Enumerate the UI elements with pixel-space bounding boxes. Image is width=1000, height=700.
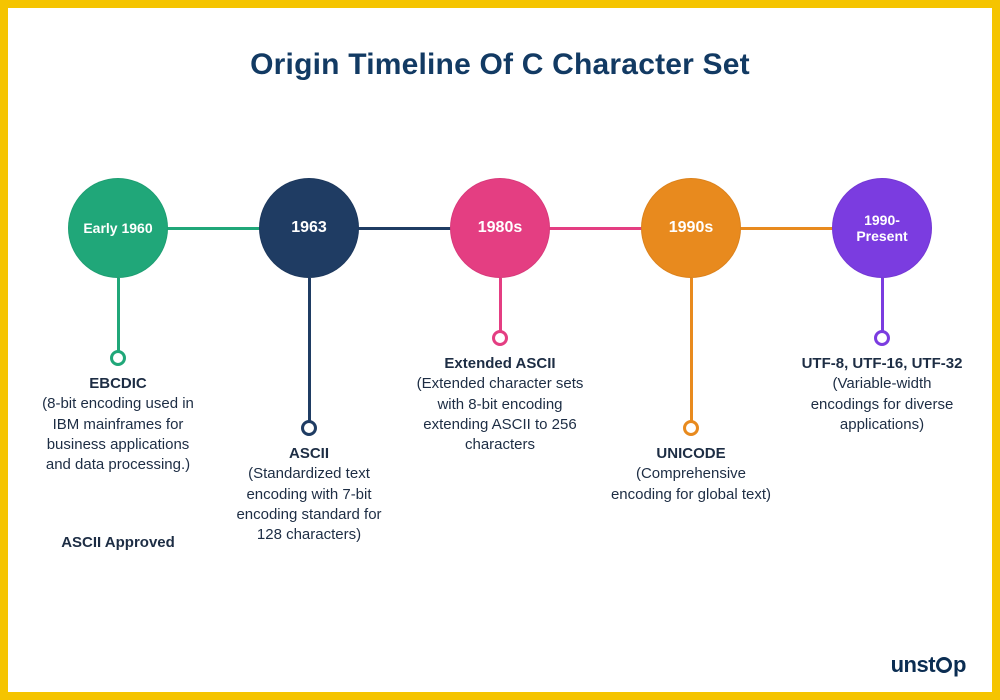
- timeline-desc: ASCII(Standardized text encoding with 7-…: [224, 444, 394, 545]
- timeline-ring-icon: [492, 330, 508, 346]
- logo-text-left: unst: [891, 652, 935, 677]
- timeline-ring-icon: [683, 420, 699, 436]
- timeline-desc-title: EBCDIC: [89, 374, 147, 394]
- timeline: Early 1960EBCDIC(8-bit encoding used in …: [68, 178, 932, 632]
- timeline-extra: ASCII Approved: [33, 534, 203, 551]
- timeline-node: Early 1960: [68, 178, 168, 278]
- timeline-desc-body: (Standardized text encoding with 7-bit e…: [236, 465, 381, 543]
- timeline-node-year: 1980s: [470, 219, 531, 237]
- timeline-desc: Extended ASCII(Extended character sets w…: [415, 354, 585, 455]
- timeline-desc-title: UNICODE: [656, 444, 725, 464]
- logo-o-icon: [936, 657, 952, 673]
- timeline-desc-title: UTF-8, UTF-16, UTF-32: [802, 354, 963, 374]
- infographic-frame: Origin Timeline Of C Character Set Early…: [0, 0, 1000, 700]
- brand-logo: unstp: [891, 652, 966, 678]
- timeline-node: 1990s: [641, 178, 741, 278]
- timeline-stem: [308, 278, 311, 428]
- timeline-node: 1980s: [450, 178, 550, 278]
- timeline-desc-body: (Variable-width encodings for diverse ap…: [811, 375, 954, 433]
- timeline-stem: [499, 278, 502, 338]
- timeline-stem: [690, 278, 693, 428]
- logo-text-right: p: [953, 652, 966, 677]
- timeline-desc-title: ASCII: [289, 444, 329, 464]
- timeline-node-year: 1990s: [661, 219, 722, 237]
- timeline-node: 1963: [259, 178, 359, 278]
- timeline-ring-icon: [874, 330, 890, 346]
- timeline-desc: UNICODE(Comprehensive encoding for globa…: [606, 444, 776, 505]
- timeline-node: 1990-Present: [832, 178, 932, 278]
- timeline-desc-title: Extended ASCII: [444, 354, 555, 374]
- timeline-node-year: Early 1960: [75, 220, 160, 236]
- timeline-node-year: 1990-Present: [832, 212, 932, 244]
- timeline-stem: [117, 278, 120, 358]
- timeline-desc: UTF-8, UTF-16, UTF-32(Variable-width enc…: [797, 354, 967, 435]
- timeline-ring-icon: [301, 420, 317, 436]
- timeline-desc: EBCDIC(8-bit encoding used in IBM mainfr…: [33, 374, 203, 475]
- timeline-desc-body: (8-bit encoding used in IBM mainframes f…: [42, 395, 194, 473]
- timeline-ring-icon: [110, 350, 126, 366]
- timeline-node-year: 1963: [283, 219, 335, 237]
- timeline-desc-body: (Comprehensive encoding for global text): [611, 465, 771, 502]
- timeline-desc-body: (Extended character sets with 8-bit enco…: [417, 375, 584, 453]
- timeline-stem: [881, 278, 884, 338]
- page-title: Origin Timeline Of C Character Set: [8, 48, 992, 82]
